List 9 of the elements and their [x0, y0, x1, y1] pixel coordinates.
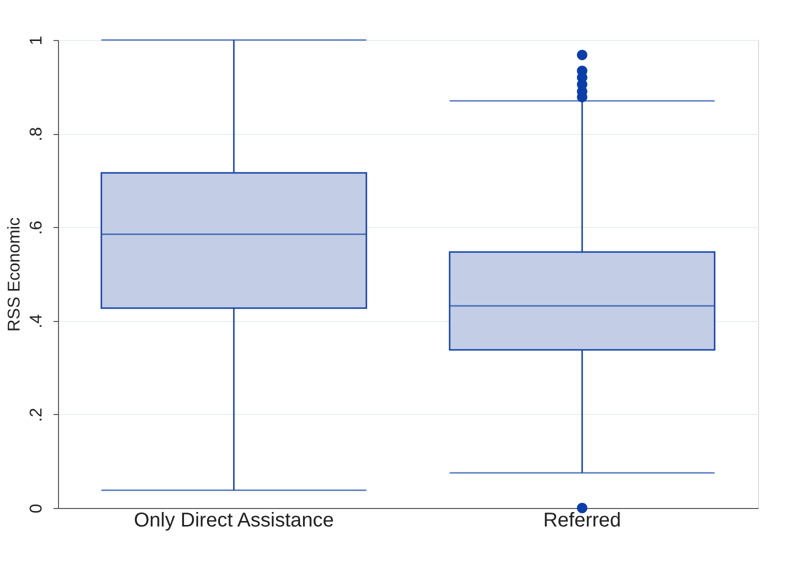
- x-tick-label: Only Direct Assistance: [134, 510, 334, 532]
- y-tick-label: .2: [26, 408, 46, 422]
- y-axis-title: RSS Economic: [4, 216, 24, 332]
- y-tick-label: 1: [26, 36, 46, 46]
- x-tick-label: Referred: [543, 510, 622, 532]
- y-tick-label: .4: [26, 314, 46, 328]
- y-tick-label: .6: [26, 220, 46, 235]
- y-tick-label: .8: [26, 127, 46, 142]
- y-tick-label: 0: [26, 504, 46, 514]
